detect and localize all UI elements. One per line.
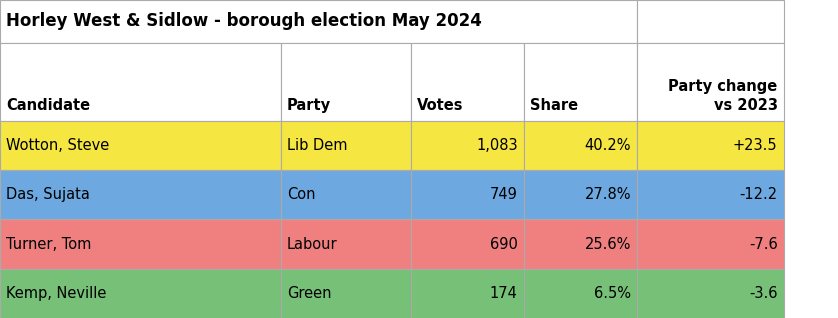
Bar (0, 0, 637, 43)
Bar (0, 121, 281, 170)
Text: 174: 174 (490, 286, 518, 301)
Bar (524, 121, 637, 170)
Text: 27.8%: 27.8% (584, 187, 631, 202)
Text: Das, Sujata: Das, Sujata (6, 187, 90, 202)
Text: 6.5%: 6.5% (594, 286, 631, 301)
Text: -12.2: -12.2 (739, 187, 778, 202)
Text: Wotton, Steve: Wotton, Steve (6, 138, 109, 153)
Text: Votes: Votes (416, 98, 463, 113)
Text: Green: Green (287, 286, 331, 301)
Text: Horley West & Sidlow - borough election May 2024: Horley West & Sidlow - borough election … (6, 12, 482, 31)
Bar (281, 43, 411, 121)
Text: 1,083: 1,083 (476, 138, 518, 153)
Text: +23.5: +23.5 (733, 138, 778, 153)
Bar (637, 170, 784, 219)
Bar (0, 269, 281, 318)
Text: -3.6: -3.6 (749, 286, 778, 301)
Bar (281, 170, 411, 219)
Bar (524, 269, 637, 318)
Bar (0, 219, 281, 269)
Text: -7.6: -7.6 (749, 237, 778, 252)
Text: Turner, Tom: Turner, Tom (6, 237, 91, 252)
Text: 40.2%: 40.2% (584, 138, 631, 153)
Text: 749: 749 (490, 187, 518, 202)
Text: 25.6%: 25.6% (585, 237, 631, 252)
Bar (281, 219, 411, 269)
Text: Kemp, Neville: Kemp, Neville (6, 286, 106, 301)
Bar (637, 121, 784, 170)
Text: Labour: Labour (287, 237, 338, 252)
Bar (524, 170, 637, 219)
Bar (281, 121, 411, 170)
Text: Party: Party (287, 98, 331, 113)
Text: Party change
vs 2023: Party change vs 2023 (668, 79, 778, 113)
Bar (524, 43, 637, 121)
Bar (524, 219, 637, 269)
Bar (637, 43, 784, 121)
Bar (0, 170, 281, 219)
Bar (0, 43, 281, 121)
Text: Candidate: Candidate (6, 98, 91, 113)
Text: 690: 690 (490, 237, 518, 252)
Bar (411, 269, 524, 318)
Bar (411, 170, 524, 219)
Bar (411, 219, 524, 269)
Text: Con: Con (287, 187, 315, 202)
Text: Share: Share (530, 98, 578, 113)
Bar (637, 0, 784, 43)
Text: Lib Dem: Lib Dem (287, 138, 347, 153)
Bar (637, 219, 784, 269)
Bar (281, 269, 411, 318)
Bar (411, 121, 524, 170)
Bar (637, 269, 784, 318)
Bar (411, 43, 524, 121)
